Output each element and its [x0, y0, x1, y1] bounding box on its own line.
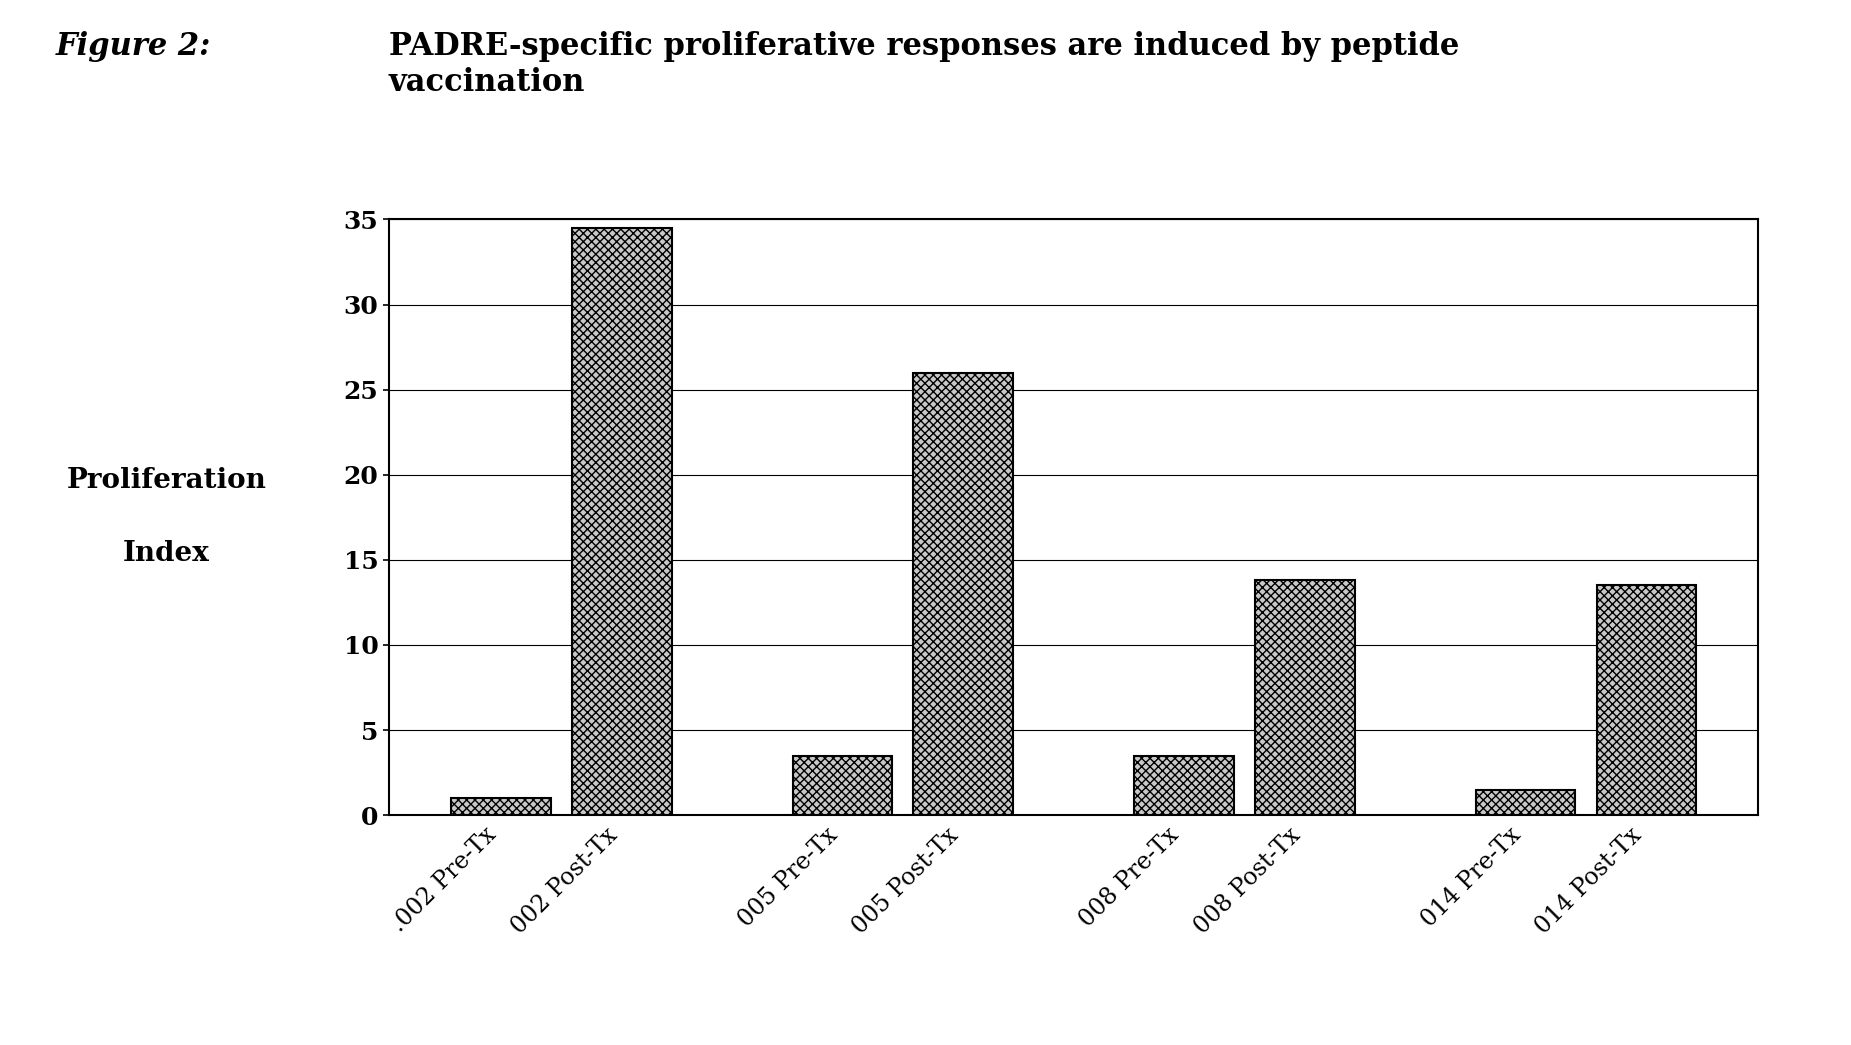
Bar	[1135, 756, 1233, 815]
Text: Index: Index	[124, 540, 209, 567]
Bar	[1597, 585, 1696, 815]
Bar	[914, 373, 1012, 815]
Text: PADRE-specific proliferative responses are induced by peptide
vaccination: PADRE-specific proliferative responses a…	[389, 31, 1459, 98]
Text: Proliferation: Proliferation	[67, 467, 267, 494]
Bar	[452, 798, 550, 815]
Bar	[572, 228, 672, 815]
Text: Figure 2:: Figure 2:	[56, 31, 211, 63]
Bar	[792, 756, 892, 815]
Bar	[1475, 790, 1575, 815]
Bar	[1255, 580, 1355, 815]
